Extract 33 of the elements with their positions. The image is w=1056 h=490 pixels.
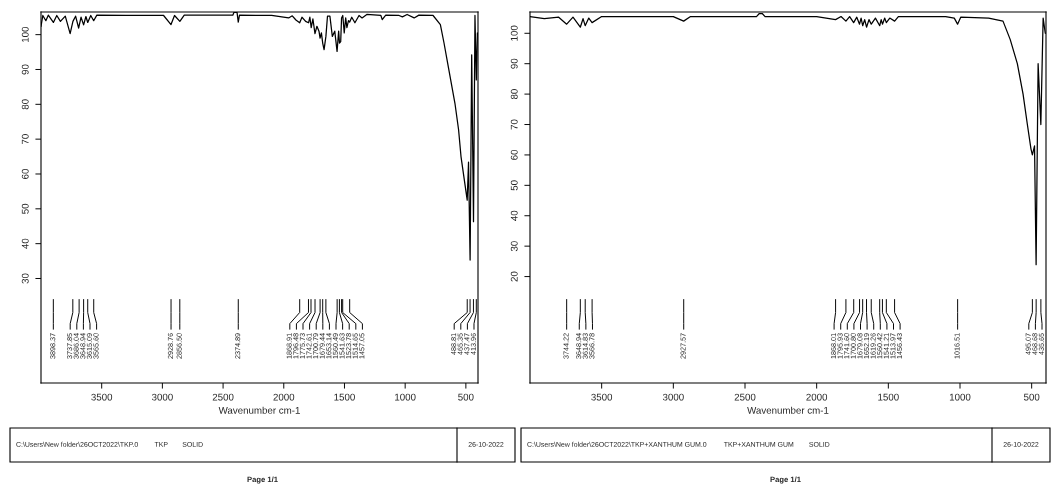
- y-tick-label: 100: [21, 26, 29, 43]
- y-tick-label: 60: [21, 168, 29, 179]
- x-tick-label: 3500: [591, 393, 613, 401]
- y-tick-label: 30: [510, 241, 518, 252]
- y-tick-label: 60: [510, 149, 518, 160]
- x-tick-label: 2500: [212, 393, 234, 401]
- y-tick-label: 40: [21, 238, 29, 249]
- x-tick-label: 3000: [151, 393, 173, 401]
- x-tick-label: 500: [458, 393, 474, 401]
- x-tick-label: 500: [1023, 393, 1040, 401]
- y-tick-label: 90: [21, 64, 29, 75]
- x-tick-label: 1000: [949, 393, 971, 401]
- x-tick-label: 2500: [734, 393, 756, 401]
- x-tick-label: 3000: [662, 393, 684, 401]
- y-tick-label: 80: [510, 89, 518, 100]
- x-tick-label: 1000: [395, 393, 416, 401]
- y-tick-label: 50: [21, 203, 29, 214]
- y-tick-label: 50: [510, 180, 518, 191]
- x-axis-title: Wavenumber cm-1: [747, 406, 829, 414]
- y-tick-label: 80: [21, 99, 29, 110]
- y-tick-label: 40: [510, 210, 518, 221]
- x-tick-label: 2000: [273, 393, 295, 401]
- y-tick-label: 100: [510, 25, 518, 41]
- y-tick-label: 90: [510, 58, 518, 69]
- x-tick-label: 2000: [806, 393, 828, 401]
- y-tick-label: 30: [21, 273, 29, 284]
- x-tick-label: 1500: [334, 393, 355, 401]
- x-tick-label: 1500: [878, 393, 899, 401]
- x-tick-label: 3500: [91, 393, 113, 401]
- y-tick-label: 20: [510, 271, 518, 282]
- y-tick-label: 70: [21, 134, 29, 145]
- x-axis-title: Wavenumber cm-1: [218, 406, 300, 414]
- y-tick-label: 70: [510, 119, 518, 130]
